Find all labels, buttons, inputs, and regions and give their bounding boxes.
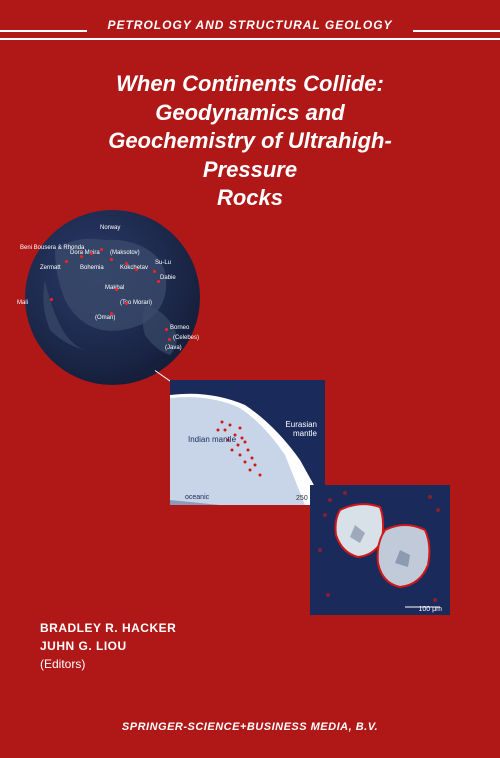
book-title: When Continents Collide: Geodynamics and… bbox=[40, 70, 460, 213]
globe-location-label: Mali bbox=[17, 300, 28, 306]
editor-1: BRADLEY R. HACKER bbox=[40, 619, 176, 637]
editors-block: BRADLEY R. HACKER JUHN G. LIOU (Editors) bbox=[40, 619, 176, 673]
globe-location-label: Zermatt bbox=[40, 265, 61, 271]
series-title: PETROLOGY AND STRUCTURAL GEOLOGY bbox=[87, 14, 412, 36]
title-line-3: Geochemistry of Ultrahigh- bbox=[40, 127, 460, 156]
micro-scale: 100 μm bbox=[419, 606, 443, 613]
globe-location-label: (Maksotov) bbox=[110, 250, 140, 256]
globe-location-dot bbox=[50, 298, 53, 301]
globe-location-label: (Oman) bbox=[95, 315, 115, 321]
globe-location-dot bbox=[110, 312, 113, 315]
globe-location-dot bbox=[80, 255, 83, 258]
micrograph-diagram: 100 μm bbox=[310, 485, 450, 615]
globe-location-label: (Celebes) bbox=[173, 335, 199, 341]
indian-mantle-label: Indian mantle bbox=[188, 435, 236, 444]
globe-location-dot bbox=[135, 268, 138, 271]
globe-location-label: Norway bbox=[100, 225, 120, 231]
globe-location-label: Bohemia bbox=[80, 265, 104, 271]
editors-role: (Editors) bbox=[40, 655, 176, 673]
globe-location-dot bbox=[110, 258, 113, 261]
oceanic-label: oceanic bbox=[185, 494, 209, 501]
mantle-diagram: Indian mantle Eurasian mantle oceanic 25… bbox=[170, 380, 325, 505]
title-line-5: Rocks bbox=[40, 184, 460, 213]
globe-location-dot bbox=[65, 260, 68, 263]
globe-location-dot bbox=[165, 328, 168, 331]
globe-location-dot bbox=[157, 280, 160, 283]
title-line-4: Pressure bbox=[40, 156, 460, 185]
globe-location-label: Borneo bbox=[170, 325, 189, 331]
globe-location-label: Dora Maira bbox=[70, 250, 100, 256]
globe-location-dot bbox=[100, 248, 103, 251]
globe-location-dot bbox=[168, 338, 171, 341]
publisher: SPRINGER-SCIENCE+BUSINESS MEDIA, B.V. bbox=[0, 721, 500, 733]
globe-location-label: (Java) bbox=[165, 345, 182, 351]
globe-location-dot bbox=[153, 270, 156, 273]
globe-location-dot bbox=[115, 288, 118, 291]
editor-2: JUHN G. LIOU bbox=[40, 637, 176, 655]
title-line-1: When Continents Collide: bbox=[40, 70, 460, 99]
globe-location-label: Su-Lu bbox=[155, 260, 171, 266]
title-line-2: Geodynamics and bbox=[40, 99, 460, 128]
globe-figure: Beni Bousera & RhondaZermattDora MairaNo… bbox=[25, 210, 200, 385]
globe-location-label: Kokchetav bbox=[120, 265, 148, 271]
globe-location-dot bbox=[90, 252, 93, 255]
globe-location-dot bbox=[125, 262, 128, 265]
globe-location-label: Dabie bbox=[160, 275, 176, 281]
eurasian-mantle-label: Eurasian mantle bbox=[277, 420, 317, 438]
globe-location-dot bbox=[125, 302, 128, 305]
